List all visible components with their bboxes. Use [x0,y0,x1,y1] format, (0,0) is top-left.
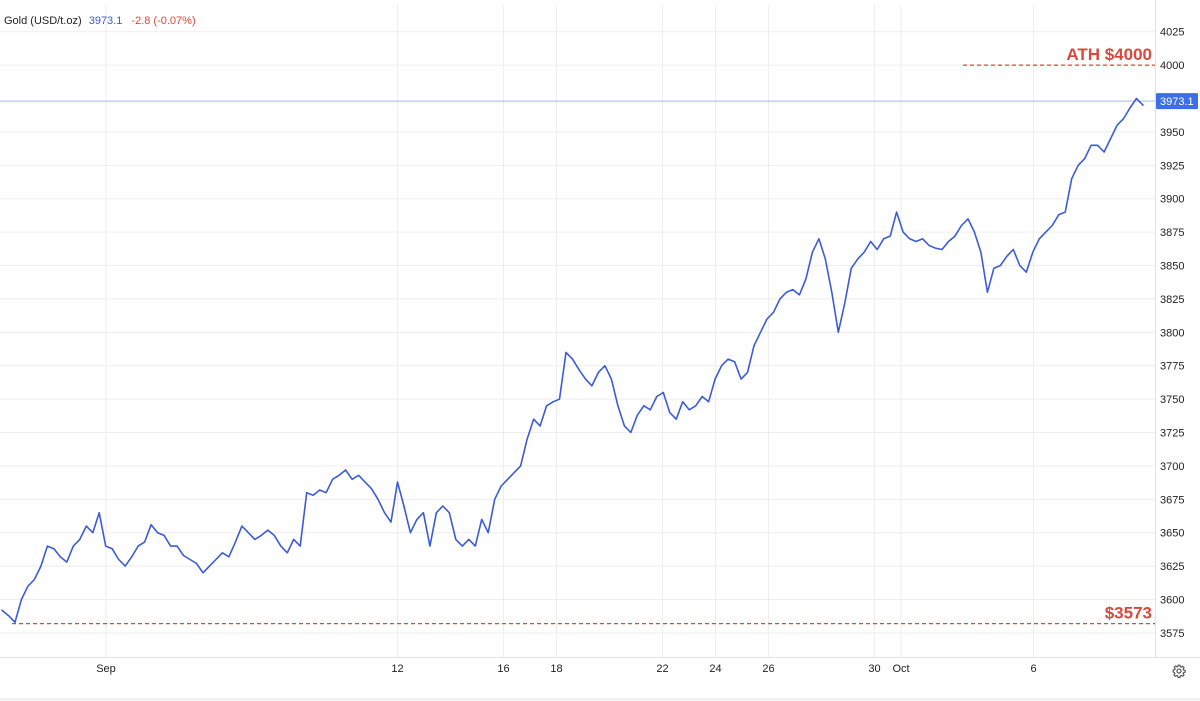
x-tick-label: 30 [868,663,880,675]
y-tick-label: 3825 [1160,294,1184,306]
annotations: ATH $4000 $3573 [0,45,1155,625]
settings-button[interactable] [1170,662,1188,680]
y-tick-label: 4025 [1160,27,1184,39]
support-label: $3573 [1105,604,1152,623]
price-change: -2.8 (-0.07%) [131,15,196,27]
y-tick-label: 3875 [1160,227,1184,239]
y-tick-label: 3600 [1160,595,1184,607]
series-layer [1,97,1144,624]
y-tick-label: 3625 [1160,561,1184,573]
y-tick-label: 3700 [1160,461,1184,473]
y-axis: 3575 3600 3625 3650 3675 3700 3725 3750 3775 3800… [1160,27,1184,640]
y-tick-label: 3775 [1160,361,1184,373]
x-tick-label: 24 [709,663,721,675]
x-axis: Sep 12 16 18 22 24 26 30 Oct 6 [96,663,1036,675]
y-tick-label: 3925 [1160,160,1184,172]
y-tick-label: 3575 [1160,628,1184,640]
price-tag-layer: 3973.1 [1156,93,1198,110]
x-tick-label: 6 [1030,663,1036,675]
x-tick-label: Oct [892,663,909,675]
grid-lines [0,0,1200,658]
chart-legend: Gold (USD/t.oz) 3973.1 -2.8 (-0.07%) [4,15,196,27]
current-price: 3973.1 [88,15,123,27]
y-tick-label: 3850 [1160,261,1184,273]
y-tick-label: 3650 [1160,528,1184,540]
gold-price-series [1,97,1144,624]
x-tick-label: 12 [391,663,403,675]
ath-label: ATH $4000 [1066,45,1152,64]
gear-icon [1172,664,1186,678]
x-tick-label: 18 [550,663,562,675]
y-tick-label: 3675 [1160,494,1184,506]
instrument-name: Gold (USD/t.oz) [4,15,82,27]
x-tick-label: 22 [656,663,668,675]
price-tag [1156,93,1198,110]
y-tick-label: 3725 [1160,428,1184,440]
y-tick-label: 3900 [1160,194,1184,206]
x-tick-label: 16 [497,663,509,675]
y-tick-label: 3750 [1160,394,1184,406]
bottom-divider [0,698,1200,701]
y-tick-label: 3950 [1160,127,1184,139]
price-tag-label: 3973.1 [1160,96,1194,108]
x-tick-label: Sep [96,663,116,675]
y-tick-label: 4000 [1160,60,1184,72]
y-tick-label: 3800 [1160,327,1184,339]
x-tick-label: 26 [762,663,774,675]
